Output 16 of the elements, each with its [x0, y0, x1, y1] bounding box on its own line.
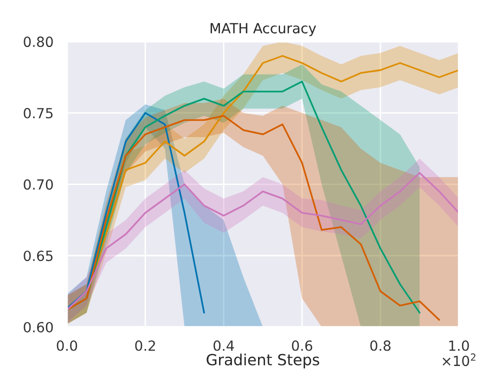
- y-tick-label: 0.70: [24, 179, 53, 190]
- x-tick-label: 0.4: [214, 340, 234, 351]
- y-tick-label: 0.80: [24, 36, 53, 48]
- y-tick-label: 0.75: [24, 108, 53, 118]
- y-tick-label: 0.60: [24, 322, 53, 332]
- line-series: [66, 112, 205, 314]
- x-tick-label: 0.6: [292, 340, 312, 351]
- y-tick-label: 0.65: [24, 250, 53, 262]
- x-tick-label: 0.2: [135, 340, 155, 351]
- x-axis-title: Gradient Steps: [206, 354, 320, 368]
- x-tick-label: 0.8: [370, 340, 391, 351]
- chart-title: MATH Accuracy: [210, 23, 316, 36]
- x-tick-label: 1.0: [449, 340, 469, 351]
- x-tick-label: 0.0: [56, 340, 78, 351]
- text: ×10$^{2}$: [442, 353, 476, 366]
- line-series: [66, 172, 459, 311]
